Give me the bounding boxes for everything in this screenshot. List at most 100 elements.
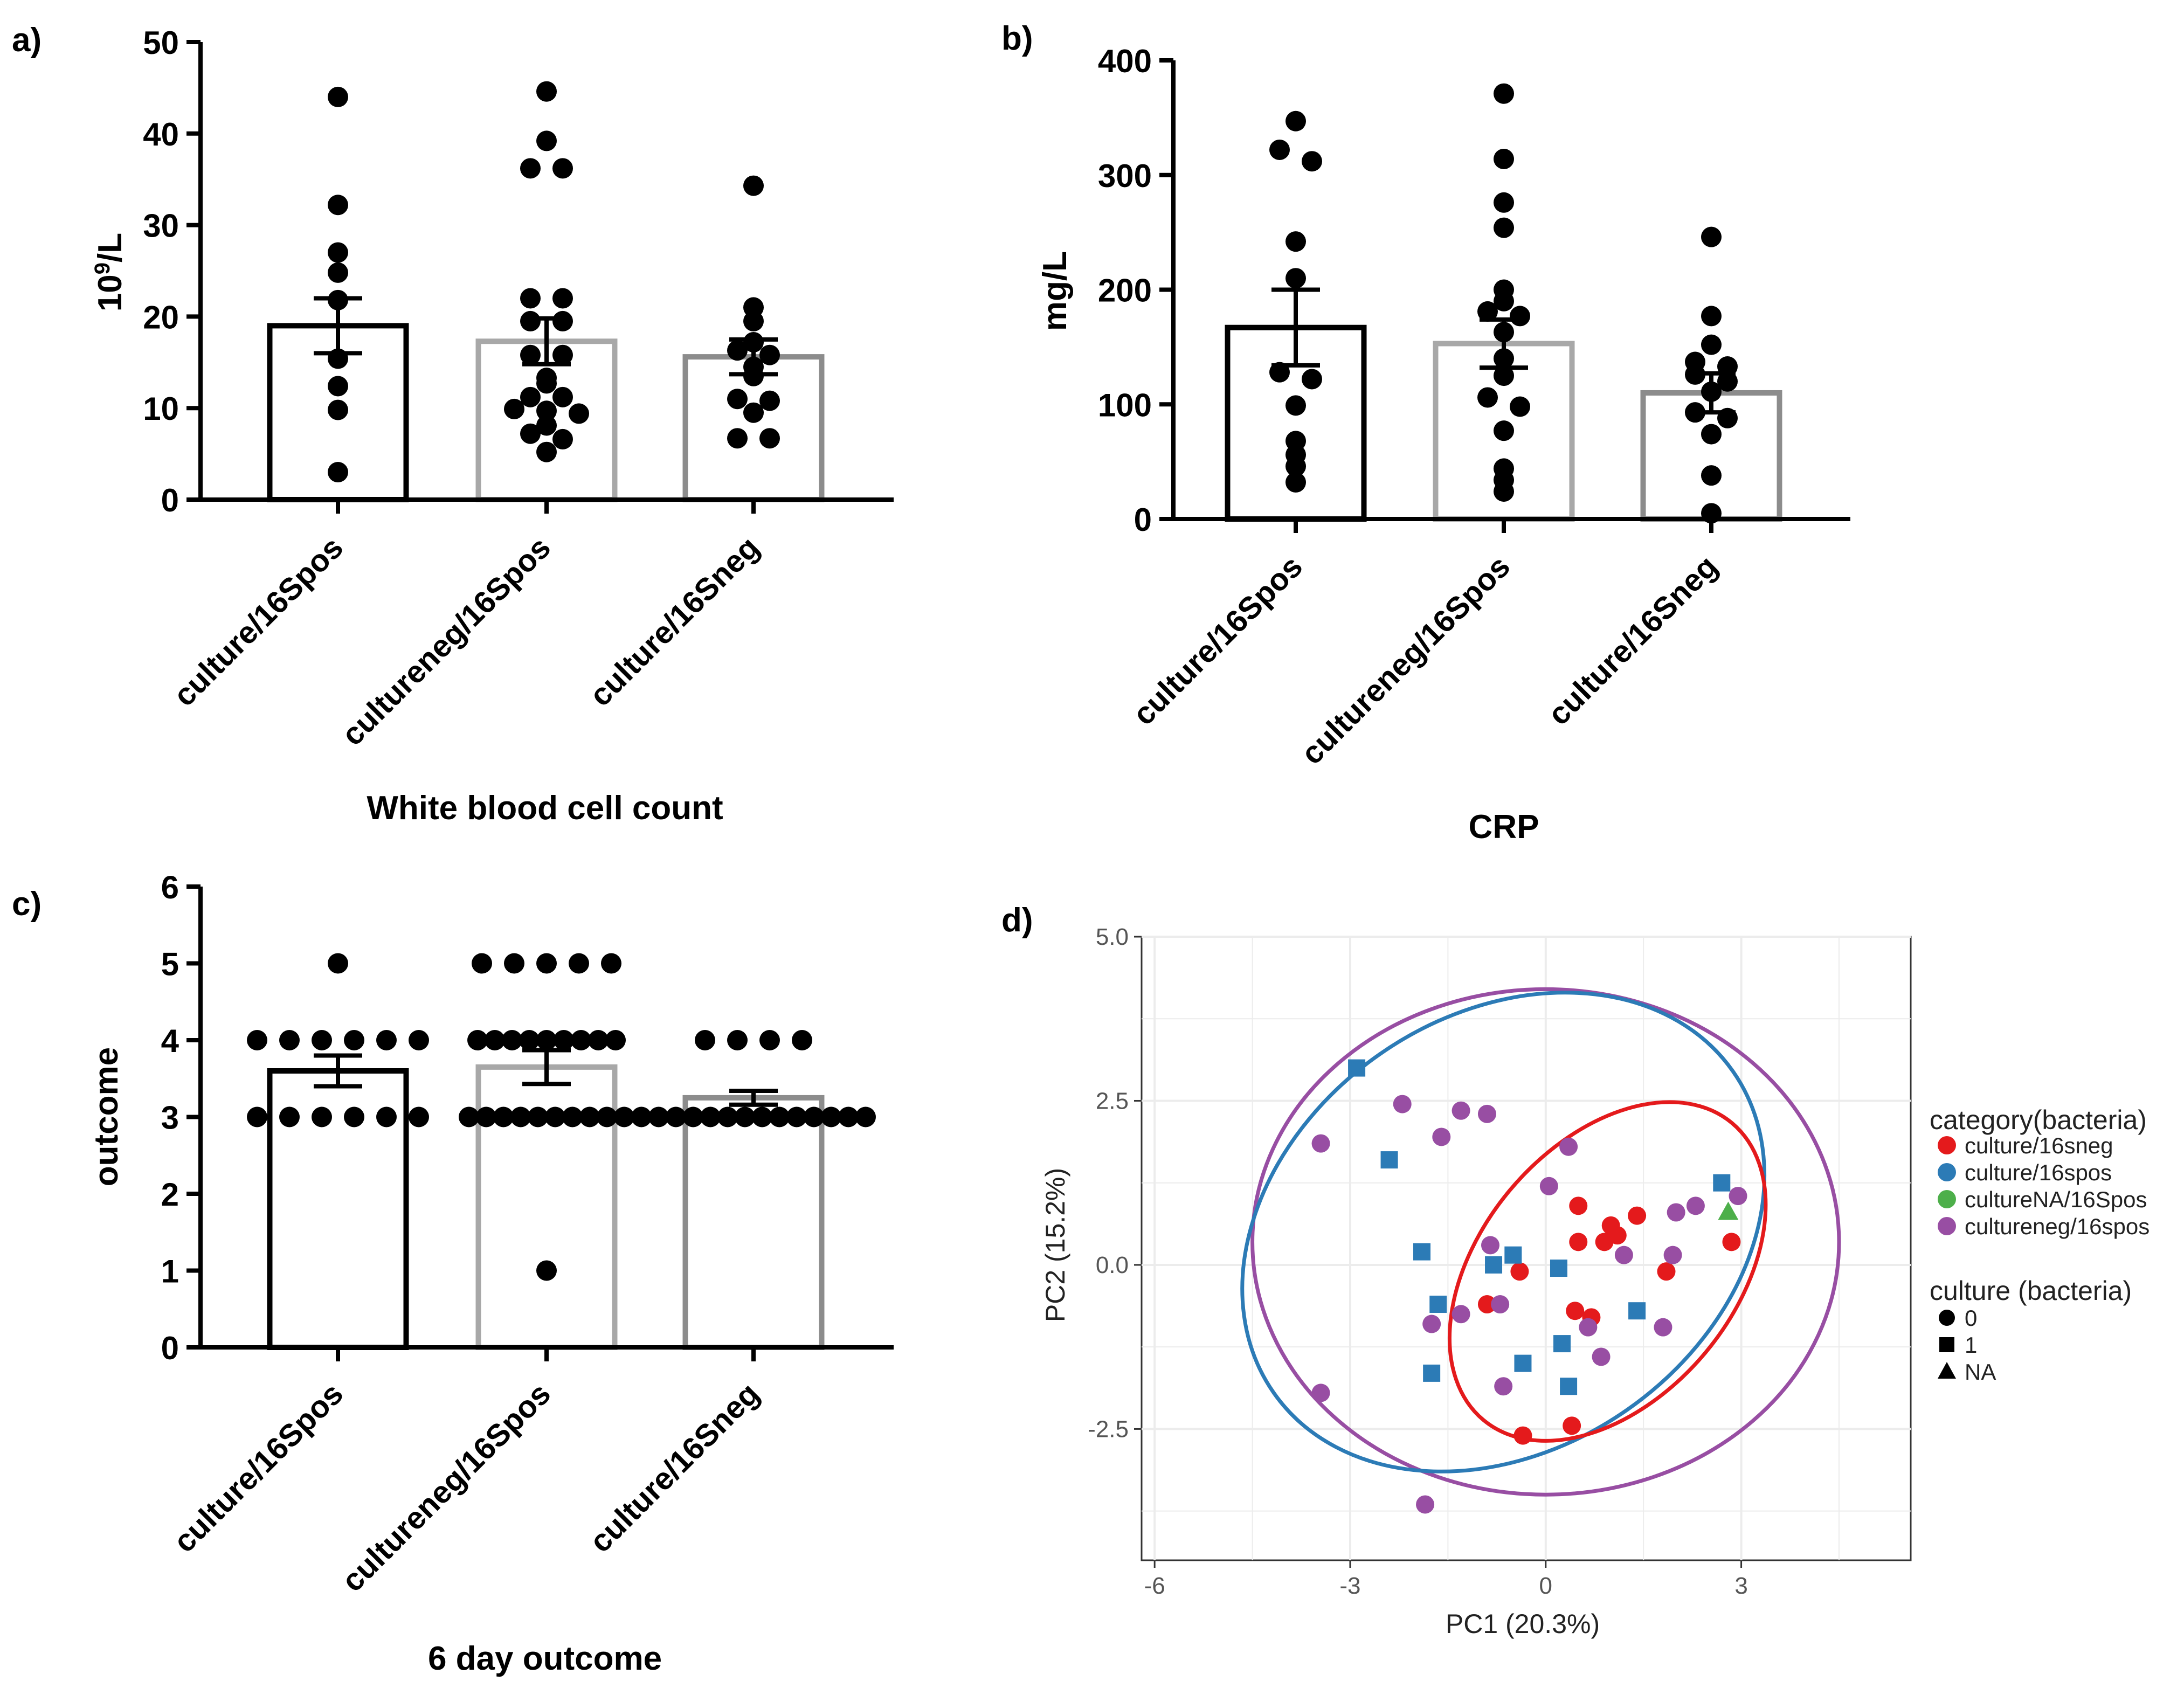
data-point-c-1	[554, 1030, 574, 1050]
data-point-c-1	[536, 953, 557, 974]
data-point-a-1	[552, 344, 573, 365]
x-category-label-c: cultureneg/16Spos	[335, 1376, 557, 1599]
data-point-c-0	[279, 1030, 300, 1050]
pca-y-tick-label: 5.0	[1096, 924, 1129, 950]
y-tick-label-c: 1	[161, 1254, 179, 1290]
data-point-b-1	[1494, 420, 1514, 441]
y-tick-label-a: 40	[143, 116, 179, 153]
pca-point-purple	[1729, 1187, 1747, 1206]
data-point-c-1	[536, 1030, 557, 1050]
data-point-a-2	[743, 175, 764, 196]
confidence-ellipse-blue	[1240, 991, 1767, 1473]
data-point-c-1	[597, 1106, 617, 1127]
x-category-label-c: culture/16Spos	[167, 1376, 350, 1559]
data-point-c-2	[631, 1106, 652, 1127]
data-point-c-2	[717, 1106, 738, 1127]
y-tick-label-c: 2	[161, 1177, 179, 1213]
data-point-a-1	[520, 158, 541, 179]
data-point-c-2	[648, 1106, 669, 1127]
pca-point-blue	[1553, 1335, 1571, 1353]
data-point-c-2	[759, 1030, 780, 1050]
legend-culture-title: culture (bacteria)	[1930, 1276, 2132, 1306]
data-point-a-1	[536, 373, 557, 394]
data-point-a-1	[536, 415, 557, 436]
pca-point-purple	[1416, 1495, 1435, 1514]
chart-c-ylabel: outcome	[88, 1047, 125, 1186]
data-point-c-0	[328, 953, 348, 974]
data-point-c-0	[376, 1106, 397, 1127]
pca-point-purple	[1432, 1127, 1451, 1146]
data-point-c-0	[376, 1030, 397, 1050]
chart-d-ylabel: PC2 (15.2%)	[1040, 1168, 1070, 1322]
data-point-c-1	[571, 1030, 591, 1050]
pca-point-purple	[1539, 1177, 1558, 1195]
data-point-a-1	[536, 130, 557, 151]
data-point-a-1	[569, 403, 589, 424]
pca-point-red	[1569, 1233, 1588, 1251]
pca-point-blue	[1429, 1296, 1447, 1313]
chart-b-title: CRP	[1469, 808, 1539, 846]
data-point-c-1	[459, 1106, 479, 1127]
pca-point-red	[1628, 1206, 1647, 1225]
legend-swatch-purple	[1938, 1217, 1956, 1235]
data-point-c-0	[409, 1030, 429, 1050]
pca-x-tick-label: -6	[1144, 1573, 1165, 1599]
data-point-b-1	[1510, 396, 1530, 417]
pca-point-purple	[1654, 1318, 1672, 1337]
data-point-a-1	[536, 81, 557, 102]
data-point-b-0	[1285, 268, 1306, 289]
y-tick-label-b: 100	[1098, 387, 1152, 423]
y-tick-label-a: 30	[143, 208, 179, 244]
legend-swatch-red	[1938, 1136, 1956, 1154]
data-point-b-1	[1477, 387, 1498, 408]
data-point-b-1	[1494, 365, 1514, 386]
chart-white-blood-cell-count: White blood cell count 109/L 0 10 20 30 40 50…	[91, 25, 894, 827]
pca-point-purple	[1393, 1095, 1412, 1113]
y-tick-label-a: 0	[161, 482, 179, 518]
data-point-c-1	[502, 1030, 522, 1050]
pca-plot-area	[1141, 936, 1912, 1561]
data-point-c-2	[666, 1106, 686, 1127]
pca-point-blue	[1380, 1151, 1398, 1169]
data-point-a-1	[536, 441, 557, 462]
data-point-c-1	[562, 1106, 583, 1127]
data-point-c-2	[700, 1106, 721, 1127]
x-category-label-b: cultureneg/16Spos	[1294, 549, 1517, 771]
legend-swatch-blue	[1938, 1163, 1956, 1181]
data-point-b-0	[1285, 231, 1306, 252]
data-point-c-1	[467, 1030, 488, 1050]
panel-label-b: b)	[1001, 20, 1033, 57]
pca-point-purple	[1481, 1236, 1499, 1255]
data-point-b-0	[1269, 139, 1290, 160]
pca-point-purple	[1477, 1104, 1496, 1123]
data-point-b-0	[1285, 472, 1306, 493]
data-point-c-2	[792, 1030, 812, 1050]
data-point-b-1	[1510, 306, 1530, 327]
data-point-c-1	[485, 1030, 505, 1050]
data-point-b-2	[1701, 424, 1722, 445]
legend-label-purple: cultureneg/16spos	[1965, 1214, 2150, 1239]
y-tick-label-b: 0	[1134, 502, 1152, 538]
pca-point-blue	[1713, 1174, 1731, 1192]
data-point-c-0	[247, 1106, 267, 1127]
pca-point-purple	[1686, 1196, 1705, 1215]
data-point-c-0	[409, 1106, 429, 1127]
pca-point-purple	[1667, 1203, 1685, 1222]
data-point-c-0	[279, 1106, 300, 1127]
data-point-c-2	[821, 1106, 841, 1127]
x-category-label-b: culture/16Sneg	[1541, 549, 1724, 732]
data-point-a-0	[328, 195, 348, 216]
data-point-b-1	[1477, 301, 1498, 322]
data-point-c-1	[519, 1030, 540, 1050]
data-point-b-1	[1494, 290, 1514, 312]
data-point-c-0	[312, 1030, 332, 1050]
y-tick-label-c: 3	[161, 1100, 179, 1136]
pca-point-purple	[1663, 1246, 1682, 1264]
data-point-c-2	[838, 1106, 859, 1127]
pca-point-red	[1513, 1426, 1532, 1445]
pca-x-tick-label: 0	[1539, 1573, 1552, 1599]
pca-point-purple	[1592, 1347, 1611, 1366]
data-point-b-1	[1494, 481, 1514, 502]
data-point-a-1	[504, 398, 524, 419]
data-point-b-1	[1494, 83, 1514, 104]
